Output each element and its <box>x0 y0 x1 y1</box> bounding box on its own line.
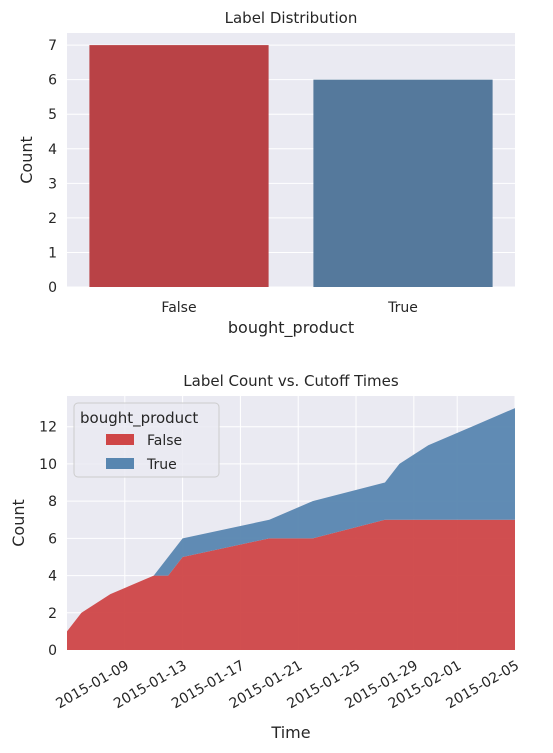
y-tick-label: 2 <box>48 606 57 622</box>
bar-chart-title: Label Distribution <box>225 9 358 27</box>
y-tick-label: 3 <box>48 176 57 192</box>
area-chart-title: Label Count vs. Cutoff Times <box>183 372 399 390</box>
y-tick-label: 0 <box>48 643 57 659</box>
area-chart: 0 2 4 6 8 10 12 2015-01-092015-01-132015-01-17… <box>9 372 522 742</box>
y-tick-label: 5 <box>48 107 57 123</box>
y-tick-label: 8 <box>48 494 57 510</box>
legend-label-false: False <box>147 433 182 449</box>
area-series-true <box>67 408 515 632</box>
bar-chart: 0 1 2 3 4 5 6 7 False True Label Distribution bo… <box>17 9 515 338</box>
bar-false <box>89 45 269 287</box>
y-tick-label: 12 <box>39 420 57 436</box>
y-tick-label: 1 <box>48 245 57 261</box>
area-chart-x-axis-label: Time <box>270 723 310 742</box>
legend-label-true: True <box>146 457 177 473</box>
y-tick-label: 4 <box>48 142 57 158</box>
x-tick-label: False <box>161 300 196 316</box>
legend-title: bought_product <box>80 409 198 428</box>
bar-chart-y-axis-label: Count <box>17 136 36 184</box>
x-tick-label: True <box>387 300 418 316</box>
area-chart-legend: bought_product False True <box>73 402 220 478</box>
bar-chart-bars <box>89 45 493 287</box>
y-tick-label: 6 <box>48 73 57 89</box>
area-chart-y-axis-label: Count <box>9 499 28 547</box>
area-chart-y-ticks: 0 2 4 6 8 10 12 <box>39 420 57 659</box>
y-tick-label: 0 <box>48 280 57 296</box>
bar-chart-x-ticks: False True <box>161 300 417 316</box>
area-chart-x-ticks: 2015-01-092015-01-132015-01-172015-01-21… <box>53 658 522 713</box>
legend-swatch-false <box>106 434 134 445</box>
y-tick-label: 6 <box>48 531 57 547</box>
y-tick-label: 4 <box>48 569 57 585</box>
area-series-false <box>67 519 515 650</box>
bar-true <box>313 79 493 287</box>
y-tick-label: 7 <box>48 38 57 54</box>
bar-chart-y-ticks: 0 1 2 3 4 5 6 7 <box>48 38 57 296</box>
bar-chart-x-axis-label: bought_product <box>228 318 354 338</box>
area-chart-areas <box>67 408 515 650</box>
y-tick-label: 2 <box>48 211 57 227</box>
y-tick-label: 10 <box>39 457 57 473</box>
legend-swatch-true <box>106 458 134 469</box>
